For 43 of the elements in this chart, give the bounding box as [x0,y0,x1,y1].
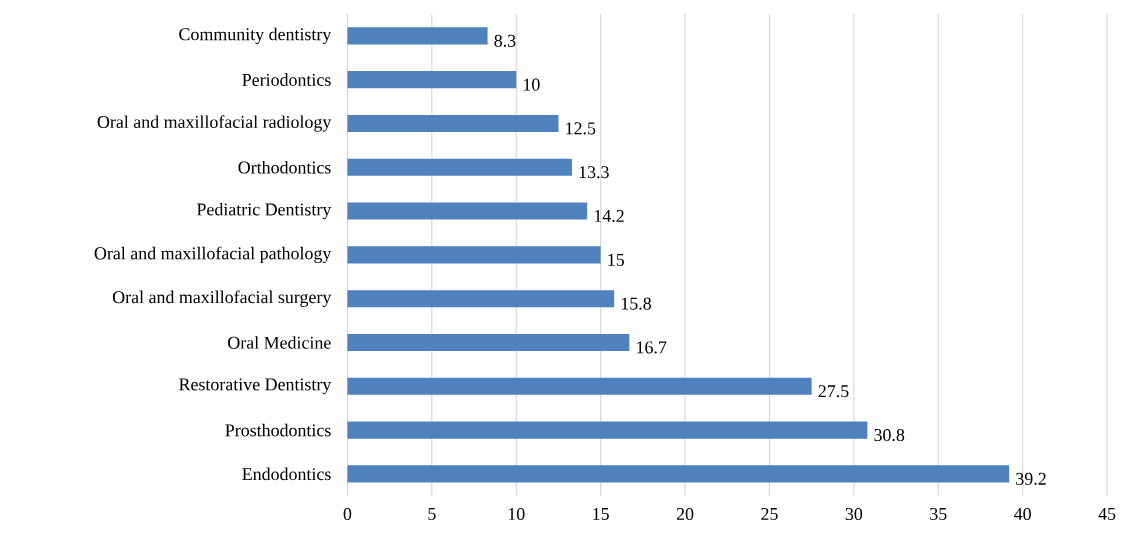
y-tick-label: Restorative Dentistry [179,378,332,395]
y-tick-label: Pediatric Dentistry [196,203,332,220]
y-tick-label: Endodontics [242,467,331,481]
x-tick-label: 30 [845,508,863,521]
data-label: 12.5 [566,122,596,135]
bar [347,27,488,45]
data-label: 16.7 [637,341,667,354]
data-label: 14.2 [594,210,624,223]
data-label: 8.3 [494,34,516,48]
data-label: 30.8 [874,429,905,442]
x-tick-label: 20 [676,508,694,521]
x-tick-label: 10 [508,508,525,521]
x-tick-label: 35 [930,508,947,521]
data-label: 39.2 [1016,472,1046,486]
data-label: 10 [524,78,540,91]
x-tick-label: 15 [593,508,609,521]
y-tick-label: Community dentistry [179,27,332,45]
y-tick-label: Oral and maxillofacial surgery [112,290,332,308]
data-label: 15.8 [621,297,652,310]
data-label: 27.5 [818,385,849,398]
y-tick-label: Prosthodontics [225,423,331,437]
bar [347,377,812,396]
bar [347,421,868,439]
bar [347,71,517,89]
x-tick-label: 25 [761,508,778,521]
y-tick-label: Periodontics [242,73,331,87]
bar [347,115,559,133]
bar [347,202,588,220]
y-tick-label: Oral and maxillofacial radiology [97,115,332,132]
data-label: 13.3 [579,166,609,179]
data-label: 15 [608,254,625,267]
bar [347,246,601,264]
y-tick-label: Oral Medicine [228,336,331,349]
x-tick-label: 5 [428,508,436,521]
x-tick-label: 40 [1014,508,1031,521]
bar [347,465,1010,483]
bar [347,290,615,308]
y-tick-label: Orthodontics [238,161,331,174]
y-tick-label: Oral and maxillofacial pathology [94,246,332,264]
x-tick-label: 45 [1098,508,1116,521]
x-tick-label: 0 [343,508,352,521]
bar [347,334,630,352]
bar [347,158,572,176]
